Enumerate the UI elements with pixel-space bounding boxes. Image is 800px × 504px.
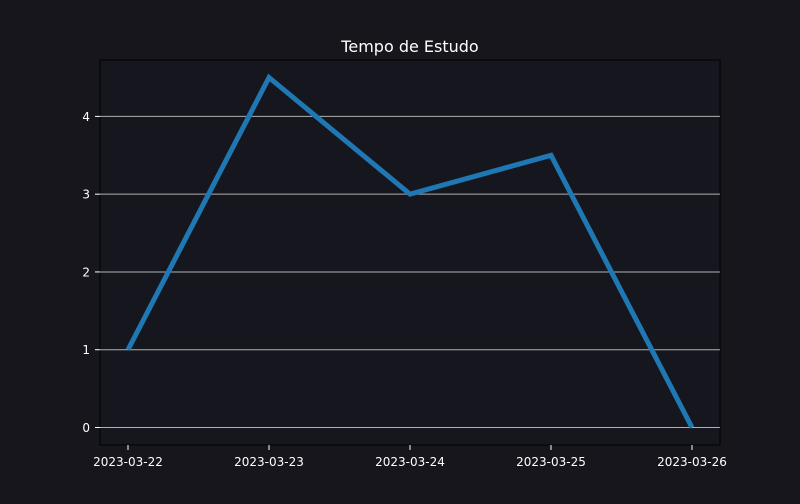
x-tick-label: 2023-03-26 xyxy=(657,455,727,469)
series-layer xyxy=(125,73,695,429)
y-tick-label: 4 xyxy=(82,110,90,124)
chart-title: Tempo de Estudo xyxy=(340,37,478,56)
y-tick-label: 2 xyxy=(82,265,90,279)
y-axis: 0 1 2 3 4 xyxy=(82,110,100,435)
x-tick-label: 2023-03-24 xyxy=(375,455,445,469)
x-tick-label: 2023-03-23 xyxy=(234,455,304,469)
x-tick-label: 2023-03-22 xyxy=(93,455,163,469)
y-tick-label: 0 xyxy=(82,421,90,435)
x-axis: 2023-03-22 2023-03-23 2023-03-24 2023-03-25… xyxy=(93,445,727,469)
y-tick-label: 3 xyxy=(82,188,90,202)
y-tick-label: 1 xyxy=(82,343,90,357)
plot-area xyxy=(99,59,721,446)
x-tick-label: 2023-03-25 xyxy=(516,455,586,469)
series-line xyxy=(125,73,695,429)
